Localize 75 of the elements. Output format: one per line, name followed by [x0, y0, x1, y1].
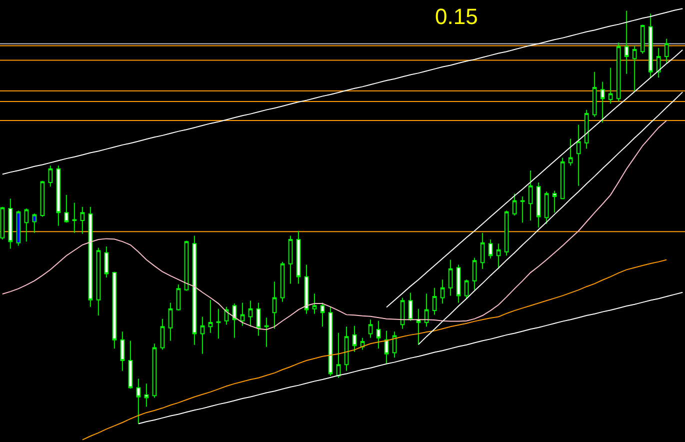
- candlestick: [448, 259, 453, 296]
- candlestick: [632, 45, 637, 92]
- candlestick: [192, 235, 197, 346]
- candlestick: [352, 325, 357, 352]
- candlestick: [208, 299, 213, 334]
- candlestick: [104, 246, 109, 278]
- candlestick: [296, 230, 301, 284]
- candlestick: [312, 293, 317, 314]
- candlestick: [264, 317, 269, 348]
- candlestick: [640, 24, 645, 54]
- candlestick: [88, 206, 93, 308]
- candlestick: [280, 261, 285, 302]
- candlestick: [368, 319, 373, 338]
- candlestick: [480, 232, 485, 270]
- candlestick: [488, 239, 493, 260]
- candlestick: [568, 138, 573, 166]
- candlestick: [168, 302, 173, 342]
- candlestick: [336, 332, 341, 378]
- candlestick: [320, 302, 325, 328]
- candlestick: [96, 247, 101, 316]
- candlestick: [16, 210, 21, 246]
- candlestick: [536, 182, 541, 228]
- candlestick: [376, 320, 381, 350]
- candlestick: [664, 38, 669, 64]
- candlestick: [328, 306, 333, 376]
- candlestick: [200, 316, 205, 354]
- candlestick: [256, 302, 261, 336]
- candlestick: [216, 308, 221, 340]
- candlestick: [8, 198, 13, 250]
- candlestick: [112, 271, 117, 350]
- candlestick: [344, 326, 349, 372]
- candlestick: [528, 170, 533, 222]
- candlestick: [72, 202, 77, 234]
- candlestick: [456, 264, 461, 304]
- candlestick: [432, 287, 437, 316]
- candlestick: [656, 47, 661, 78]
- candlestick: [504, 210, 509, 256]
- candlestick: [560, 157, 565, 200]
- candlestick: [128, 340, 133, 390]
- candlestick: [176, 284, 181, 312]
- candlestick: [512, 193, 517, 216]
- candlestick: [424, 293, 429, 328]
- candlestick: [80, 206, 85, 234]
- candlestick: [496, 243, 501, 270]
- candlestick: [24, 208, 29, 242]
- candlestick: [520, 196, 525, 224]
- candlestick: [32, 212, 37, 234]
- candlestick: [440, 279, 445, 304]
- candlestick: [616, 42, 621, 102]
- candlestick: [248, 300, 253, 328]
- candlestick: [544, 191, 549, 224]
- candlestick: [592, 71, 597, 118]
- candlestick: [472, 257, 477, 290]
- candlestick: [400, 297, 405, 330]
- candlestick: [240, 302, 245, 326]
- candlestick: [384, 330, 389, 364]
- candlestick: [608, 67, 613, 104]
- candlestick: [144, 383, 149, 408]
- candlestick: [48, 165, 53, 188]
- candlestick: [272, 281, 277, 330]
- candlestick: [40, 180, 45, 218]
- candlestick: [232, 303, 237, 338]
- candlestick: [288, 235, 293, 284]
- candlestick: [584, 109, 589, 150]
- candlestick: [64, 194, 69, 224]
- candlestick: [464, 279, 469, 300]
- candlestick: [160, 318, 165, 350]
- candlestick: [552, 190, 557, 214]
- candlestick: [56, 165, 61, 226]
- candlestick: [600, 81, 605, 124]
- candlestick: [408, 292, 413, 320]
- candlestick: [152, 343, 157, 398]
- candlestick: [576, 124, 581, 186]
- candlestick: [120, 331, 125, 372]
- candlestick: [304, 264, 309, 314]
